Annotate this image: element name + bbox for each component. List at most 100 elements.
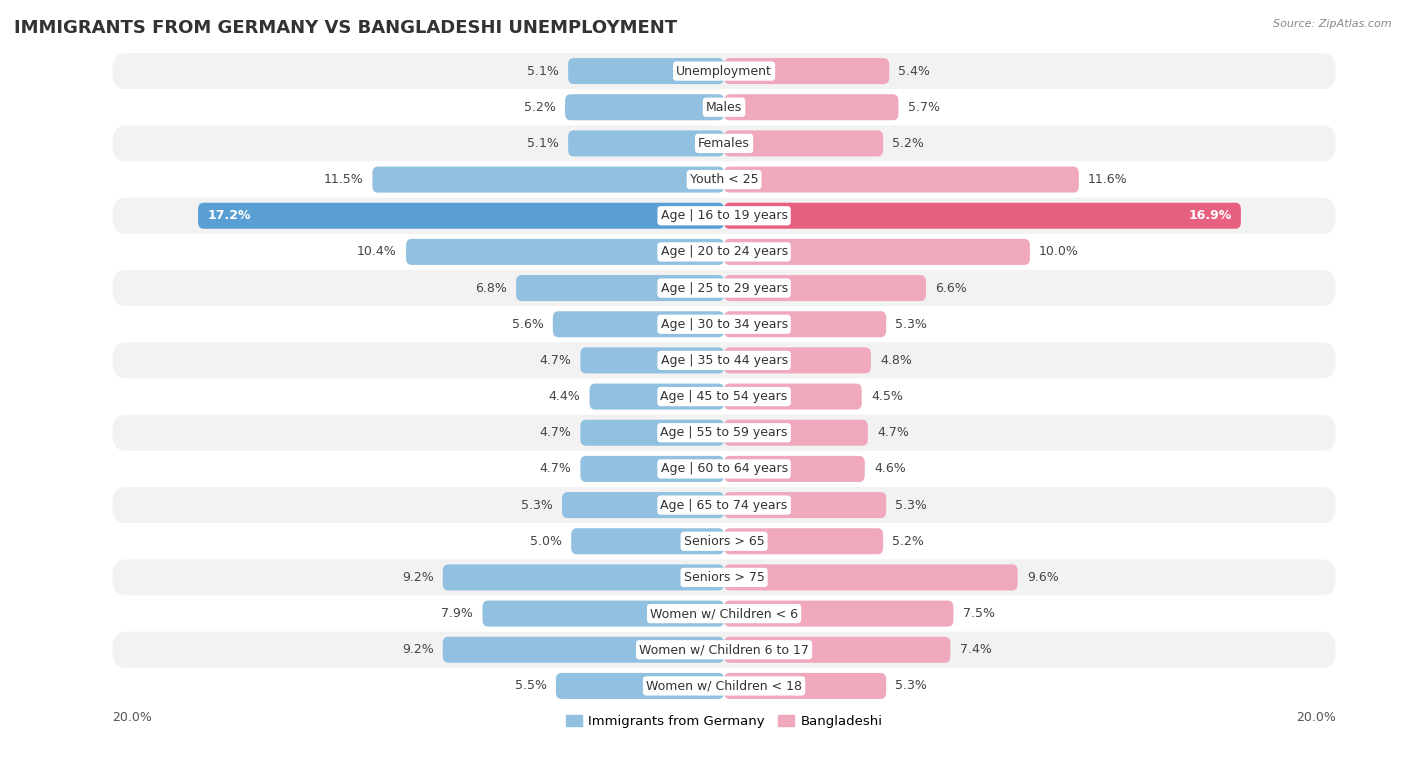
FancyBboxPatch shape [482, 600, 724, 627]
Text: 5.3%: 5.3% [522, 499, 553, 512]
FancyBboxPatch shape [724, 456, 865, 482]
Text: 9.6%: 9.6% [1026, 571, 1059, 584]
FancyBboxPatch shape [112, 415, 1336, 451]
FancyBboxPatch shape [516, 275, 724, 301]
Text: Women w/ Children < 18: Women w/ Children < 18 [647, 680, 801, 693]
Text: 9.2%: 9.2% [402, 643, 433, 656]
FancyBboxPatch shape [724, 419, 868, 446]
Text: 9.2%: 9.2% [402, 571, 433, 584]
Text: Age | 55 to 59 years: Age | 55 to 59 years [661, 426, 787, 439]
FancyBboxPatch shape [724, 565, 1018, 590]
Text: Age | 35 to 44 years: Age | 35 to 44 years [661, 354, 787, 367]
Text: 5.3%: 5.3% [896, 499, 927, 512]
FancyBboxPatch shape [724, 203, 1241, 229]
Text: Age | 25 to 29 years: Age | 25 to 29 years [661, 282, 787, 294]
Text: 6.8%: 6.8% [475, 282, 508, 294]
FancyBboxPatch shape [724, 167, 1078, 192]
Text: 17.2%: 17.2% [207, 209, 250, 223]
FancyBboxPatch shape [724, 275, 927, 301]
Text: Seniors > 65: Seniors > 65 [683, 534, 765, 548]
Text: 7.5%: 7.5% [963, 607, 994, 620]
Text: Women w/ Children < 6: Women w/ Children < 6 [650, 607, 799, 620]
FancyBboxPatch shape [562, 492, 724, 518]
Text: 4.7%: 4.7% [540, 426, 571, 439]
FancyBboxPatch shape [724, 673, 886, 699]
Text: 20.0%: 20.0% [1296, 712, 1336, 724]
Text: 7.4%: 7.4% [959, 643, 991, 656]
FancyBboxPatch shape [553, 311, 724, 338]
FancyBboxPatch shape [406, 239, 724, 265]
Text: 5.0%: 5.0% [530, 534, 562, 548]
FancyBboxPatch shape [581, 347, 724, 373]
Text: 5.6%: 5.6% [512, 318, 544, 331]
FancyBboxPatch shape [112, 53, 1336, 89]
FancyBboxPatch shape [724, 347, 870, 373]
FancyBboxPatch shape [724, 637, 950, 663]
FancyBboxPatch shape [724, 600, 953, 627]
Text: Age | 20 to 24 years: Age | 20 to 24 years [661, 245, 787, 258]
FancyBboxPatch shape [724, 130, 883, 157]
FancyBboxPatch shape [589, 384, 724, 410]
FancyBboxPatch shape [112, 126, 1336, 161]
FancyBboxPatch shape [724, 58, 889, 84]
Text: 5.2%: 5.2% [893, 137, 924, 150]
Text: 5.2%: 5.2% [524, 101, 555, 114]
FancyBboxPatch shape [443, 637, 724, 663]
FancyBboxPatch shape [568, 58, 724, 84]
Text: 7.9%: 7.9% [441, 607, 474, 620]
Text: 5.7%: 5.7% [908, 101, 939, 114]
FancyBboxPatch shape [112, 451, 1336, 487]
FancyBboxPatch shape [555, 673, 724, 699]
FancyBboxPatch shape [724, 492, 886, 518]
FancyBboxPatch shape [112, 596, 1336, 631]
Text: Age | 30 to 34 years: Age | 30 to 34 years [661, 318, 787, 331]
Text: Source: ZipAtlas.com: Source: ZipAtlas.com [1274, 19, 1392, 29]
Text: 4.7%: 4.7% [540, 354, 571, 367]
Text: 11.5%: 11.5% [323, 173, 363, 186]
Text: 5.5%: 5.5% [515, 680, 547, 693]
FancyBboxPatch shape [112, 631, 1336, 668]
FancyBboxPatch shape [581, 456, 724, 482]
Text: 16.9%: 16.9% [1188, 209, 1232, 223]
Text: 20.0%: 20.0% [112, 712, 152, 724]
Text: 4.4%: 4.4% [548, 390, 581, 403]
Text: 4.5%: 4.5% [870, 390, 903, 403]
FancyBboxPatch shape [112, 378, 1336, 415]
Text: Males: Males [706, 101, 742, 114]
Text: Women w/ Children 6 to 17: Women w/ Children 6 to 17 [640, 643, 808, 656]
Text: Unemployment: Unemployment [676, 64, 772, 77]
Text: Seniors > 75: Seniors > 75 [683, 571, 765, 584]
FancyBboxPatch shape [724, 239, 1029, 265]
Text: 4.7%: 4.7% [877, 426, 908, 439]
FancyBboxPatch shape [198, 203, 724, 229]
Text: 5.3%: 5.3% [896, 680, 927, 693]
Text: 10.4%: 10.4% [357, 245, 396, 258]
FancyBboxPatch shape [581, 419, 724, 446]
Text: 4.8%: 4.8% [880, 354, 912, 367]
FancyBboxPatch shape [112, 306, 1336, 342]
FancyBboxPatch shape [112, 668, 1336, 704]
Text: 6.6%: 6.6% [935, 282, 967, 294]
FancyBboxPatch shape [571, 528, 724, 554]
FancyBboxPatch shape [724, 384, 862, 410]
FancyBboxPatch shape [724, 311, 886, 338]
Text: Age | 16 to 19 years: Age | 16 to 19 years [661, 209, 787, 223]
Text: 4.7%: 4.7% [540, 463, 571, 475]
FancyBboxPatch shape [112, 487, 1336, 523]
FancyBboxPatch shape [443, 565, 724, 590]
FancyBboxPatch shape [112, 198, 1336, 234]
Text: 5.3%: 5.3% [896, 318, 927, 331]
Text: Age | 65 to 74 years: Age | 65 to 74 years [661, 499, 787, 512]
Text: 5.4%: 5.4% [898, 64, 931, 77]
FancyBboxPatch shape [112, 89, 1336, 126]
FancyBboxPatch shape [112, 523, 1336, 559]
Text: 4.6%: 4.6% [875, 463, 905, 475]
FancyBboxPatch shape [112, 559, 1336, 596]
Text: Females: Females [699, 137, 749, 150]
Text: 5.2%: 5.2% [893, 534, 924, 548]
Text: 11.6%: 11.6% [1088, 173, 1128, 186]
Text: Youth < 25: Youth < 25 [690, 173, 758, 186]
FancyBboxPatch shape [373, 167, 724, 192]
Text: 10.0%: 10.0% [1039, 245, 1078, 258]
FancyBboxPatch shape [724, 94, 898, 120]
